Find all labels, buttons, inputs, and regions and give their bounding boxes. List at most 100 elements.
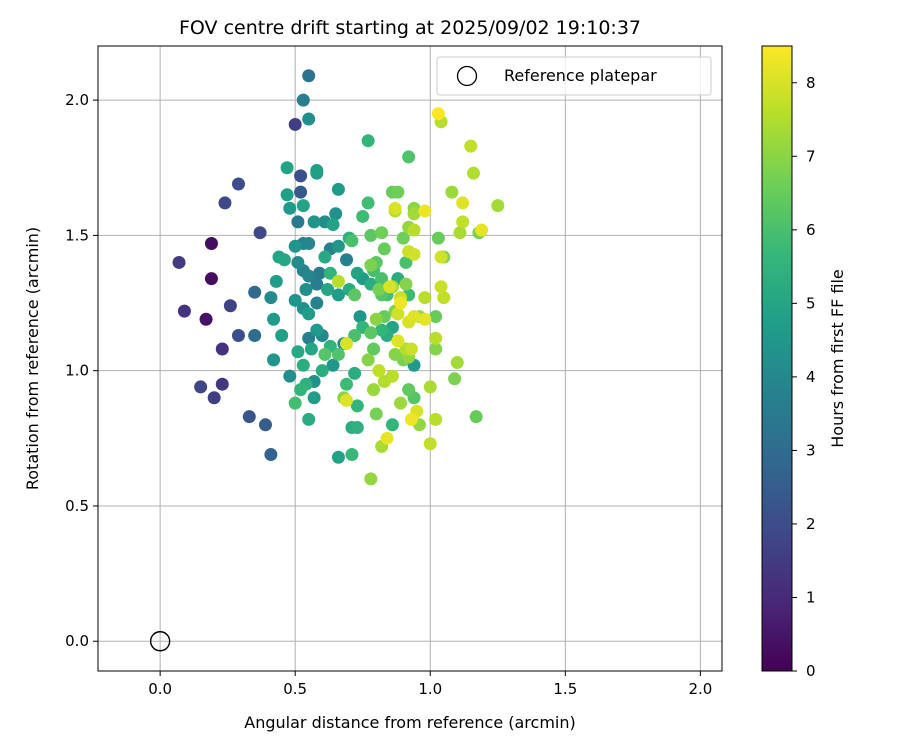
data-point <box>372 283 386 297</box>
data-point <box>394 296 408 310</box>
data-point <box>423 437 437 451</box>
data-point <box>423 380 437 394</box>
data-point <box>218 196 232 210</box>
data-point <box>456 196 470 210</box>
data-point <box>267 312 281 326</box>
data-point <box>380 431 394 445</box>
data-point <box>391 307 405 321</box>
data-point <box>331 182 345 196</box>
data-point <box>375 226 389 240</box>
data-point <box>453 226 467 240</box>
data-point <box>331 239 345 253</box>
data-point <box>296 93 310 107</box>
data-point <box>177 304 191 318</box>
y-tick-label: 1.0 <box>65 362 89 380</box>
data-point <box>404 342 418 356</box>
data-point <box>318 250 332 264</box>
data-point <box>288 293 302 307</box>
data-point <box>323 266 337 280</box>
data-point <box>450 356 464 370</box>
data-point <box>296 358 310 372</box>
data-point <box>315 364 329 378</box>
data-point <box>361 196 375 210</box>
data-point <box>418 204 432 218</box>
x-tick-label: 2.0 <box>688 680 712 698</box>
reference-platepar-marker <box>149 631 171 652</box>
data-point <box>391 334 405 348</box>
data-point <box>194 380 208 394</box>
data-point <box>302 307 316 321</box>
data-point <box>280 188 294 202</box>
data-point <box>437 291 451 305</box>
data-point <box>326 218 340 232</box>
data-point <box>291 215 305 229</box>
y-tick-label: 2.0 <box>65 91 89 109</box>
data-point <box>302 69 316 83</box>
data-point <box>340 393 354 407</box>
data-point <box>348 288 362 302</box>
x-axis-label: Angular distance from reference (arcmin) <box>244 713 575 732</box>
x-axis-ticks: 0.0 0.5 1.0 1.5 2.0 <box>148 671 712 698</box>
data-point <box>407 247 421 261</box>
data-point <box>310 277 324 291</box>
data-point <box>445 185 459 199</box>
data-point <box>375 323 389 337</box>
data-point <box>326 358 340 372</box>
data-point <box>275 329 289 343</box>
data-points <box>172 69 505 486</box>
data-point <box>475 223 489 237</box>
data-point <box>345 234 359 248</box>
data-point <box>296 199 310 213</box>
data-point <box>215 342 229 356</box>
data-point <box>288 117 302 131</box>
data-point <box>356 209 370 223</box>
data-point <box>364 258 378 272</box>
data-point <box>434 280 448 294</box>
y-tick-label: 1.5 <box>65 226 89 244</box>
y-tick-label: 0.0 <box>65 632 89 650</box>
data-point <box>429 331 443 345</box>
data-point <box>391 185 405 199</box>
data-point <box>364 326 378 340</box>
data-point <box>318 347 332 361</box>
data-point <box>456 215 470 229</box>
data-point <box>388 201 402 215</box>
y-axis-label: Rotation from reference (arcmin) <box>23 227 42 490</box>
data-point <box>434 250 448 264</box>
data-point <box>404 412 418 426</box>
data-point <box>367 383 381 397</box>
data-point <box>302 237 316 251</box>
colorbar-ticks: 0 1 2 3 4 5 6 7 8 <box>792 74 816 680</box>
colorbar-tick-label: 2 <box>806 515 816 533</box>
data-point <box>350 420 364 434</box>
data-point <box>388 347 402 361</box>
data-point <box>267 353 281 367</box>
colorbar-label: Hours from first FF file <box>828 269 847 448</box>
data-point <box>367 342 381 356</box>
data-point <box>340 337 354 351</box>
data-point <box>418 312 432 326</box>
colorbar-tick-label: 0 <box>806 662 816 680</box>
data-point <box>199 312 213 326</box>
legend-label: Reference platepar <box>504 66 657 85</box>
colorbar-tick-label: 4 <box>806 368 816 386</box>
colorbar-tick-label: 7 <box>806 147 816 165</box>
data-point <box>283 201 297 215</box>
data-point <box>372 364 386 378</box>
data-point <box>302 112 316 126</box>
data-point <box>329 207 343 221</box>
data-point <box>364 228 378 242</box>
data-point <box>348 329 362 343</box>
data-point <box>269 274 283 288</box>
data-point <box>448 372 462 386</box>
data-point <box>304 342 318 356</box>
data-point <box>204 272 218 286</box>
x-tick-label: 0.5 <box>283 680 307 698</box>
legend-box <box>436 56 712 96</box>
data-point <box>429 342 443 356</box>
data-point <box>223 299 237 313</box>
data-point <box>248 329 262 343</box>
data-point <box>402 150 416 164</box>
data-point <box>340 377 354 391</box>
